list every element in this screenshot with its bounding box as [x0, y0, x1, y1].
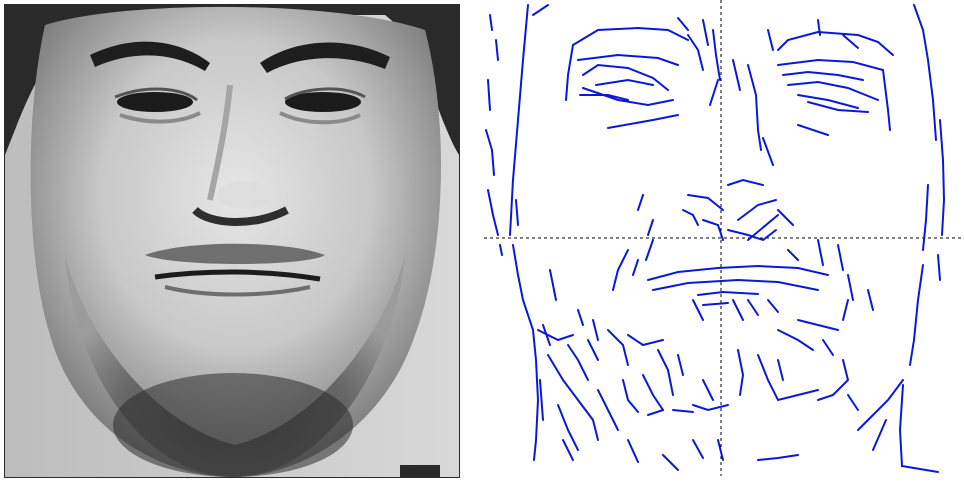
mustache	[145, 243, 325, 264]
left-eyebrow	[90, 41, 210, 71]
chin-shadow	[113, 373, 353, 477]
sketch-segments	[485, 4, 946, 473]
hair	[5, 5, 459, 155]
nostrils	[192, 206, 289, 226]
left-eye	[117, 92, 193, 112]
right-eyebrow	[260, 42, 390, 73]
face-photo	[4, 4, 460, 478]
face-skin	[30, 6, 442, 477]
line-sketch-svg	[484, 0, 962, 476]
right-eye	[285, 92, 361, 112]
mouth	[154, 269, 321, 282]
line-sketch	[478, 0, 962, 486]
nose-bridge	[207, 84, 233, 201]
face-photo-svg	[5, 5, 459, 477]
